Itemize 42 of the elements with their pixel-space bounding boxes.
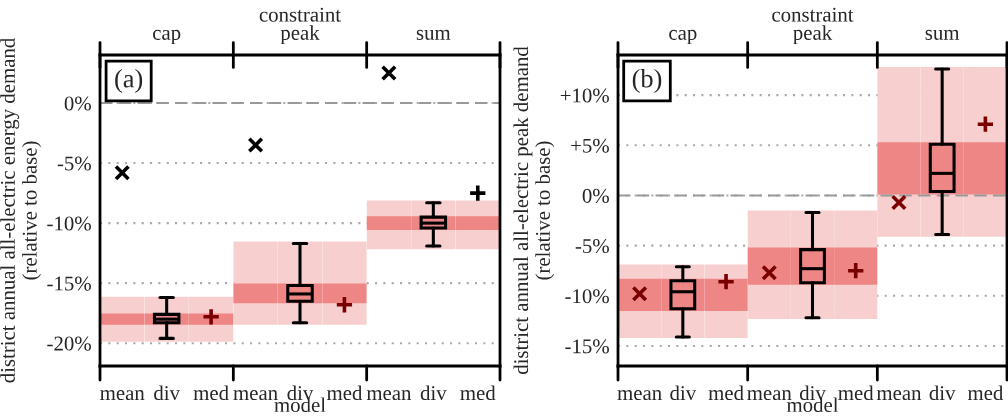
x-tick-label: med	[838, 385, 874, 401]
x-tick-label: mean	[617, 390, 662, 401]
x-tick-label: div	[154, 385, 180, 401]
y-tick-label: +10%	[560, 88, 609, 103]
point	[247, 137, 264, 154]
x-tick-label: div	[929, 385, 956, 401]
point	[114, 164, 131, 181]
text: sum	[925, 29, 960, 40]
text: sum	[416, 29, 451, 40]
point	[335, 295, 354, 315]
y-tick-label: -15%	[47, 276, 91, 291]
x-tick-label: med	[326, 385, 363, 401]
y-tick-label: -10%	[47, 216, 91, 231]
point	[380, 64, 397, 82]
y-tick-label: -5%	[57, 156, 91, 171]
text: cap	[153, 29, 181, 45]
y-tick-label: +5%	[571, 138, 609, 153]
annotation: (a)	[115, 69, 143, 93]
y-axis-title: district annual all-electric energy demand (relative to base)	[0, 37, 41, 383]
y-tick-label: -15%	[565, 339, 609, 354]
x-tick-label: mean	[876, 390, 922, 401]
y-axis-title: district annual all-electric peak demand (relative to base)	[513, 46, 555, 375]
x-tick-label: div	[670, 385, 697, 401]
text: constraint peak	[772, 7, 854, 45]
annotation: (b)	[632, 69, 662, 93]
y-tick-label: -10%	[565, 289, 609, 304]
x-tick-label: div	[420, 385, 447, 401]
point	[716, 272, 736, 292]
x-tick-label: med	[967, 385, 1004, 401]
point	[890, 194, 907, 211]
x-tick-label: mean	[100, 390, 145, 401]
point	[975, 114, 995, 134]
y-tick-label: -5%	[575, 238, 609, 254]
x-tick-label: med	[708, 385, 744, 401]
text: cap	[669, 29, 697, 45]
y-tick-label: 0%	[64, 96, 91, 111]
x-tick-label: med	[193, 385, 229, 401]
x-tick-label: med	[460, 385, 496, 401]
x-tick-label: mean	[366, 390, 412, 401]
y-tick-label: 0%	[582, 188, 609, 203]
text: constraint peak	[259, 7, 341, 45]
y-tick-label: -20%	[47, 336, 91, 351]
